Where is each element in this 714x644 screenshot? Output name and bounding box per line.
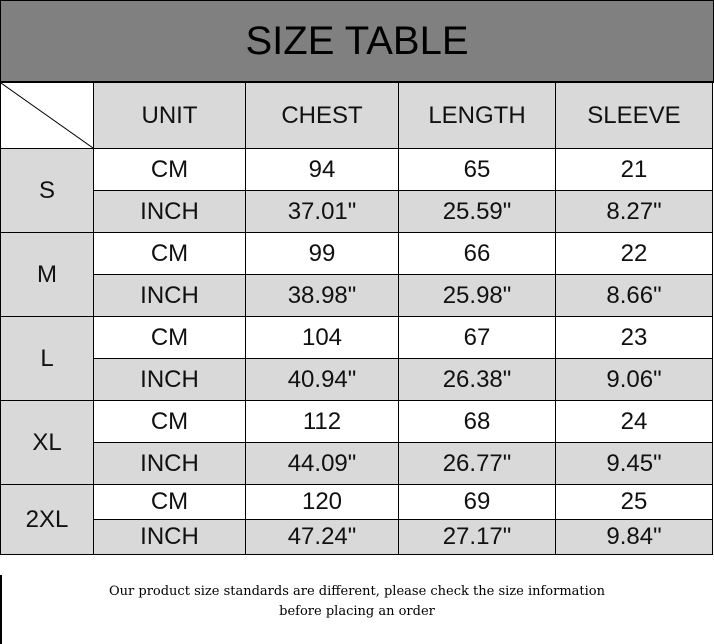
cell-unit: INCH — [93, 190, 246, 233]
cell-unit: INCH — [93, 274, 246, 317]
header-unit: UNIT — [93, 82, 246, 149]
header-length: LENGTH — [398, 82, 556, 149]
table-row: INCH 38.98" 25.98" 8.66" — [1, 274, 713, 317]
header-chest: CHEST — [245, 82, 399, 149]
table-row: INCH 47.24" 27.17" 9.84" — [1, 519, 713, 555]
table-row: XL CM 112 68 24 — [0, 400, 713, 485]
cell-length: 66 — [398, 232, 556, 275]
cell-chest: 94 — [245, 148, 399, 191]
cell-unit: CM — [93, 400, 246, 443]
cell-length: 25.59" — [398, 190, 556, 233]
size-label: 2XL — [0, 484, 94, 555]
table-row: 2XL CM 120 69 25 — [0, 484, 713, 555]
header-row: UNIT CHEST LENGTH SLEEVE — [0, 82, 713, 149]
cell-unit: CM — [93, 484, 246, 520]
cell-sleeve: 8.66" — [555, 274, 713, 317]
corner-cell — [0, 82, 94, 149]
cell-sleeve: 9.45" — [555, 442, 713, 485]
size-label: S — [0, 148, 94, 233]
cell-length: 69 — [398, 484, 556, 520]
table-row: INCH 37.01" 25.59" 8.27" — [1, 190, 713, 233]
cell-chest: 112 — [245, 400, 399, 443]
cell-unit: INCH — [93, 358, 246, 401]
cell-unit: CM — [93, 148, 246, 191]
header-sleeve: SLEEVE — [555, 82, 713, 149]
cell-chest: 44.09" — [245, 442, 399, 485]
cell-sleeve: 24 — [555, 400, 713, 443]
footer-note: Our product size standards are different… — [0, 575, 712, 644]
cell-sleeve: 22 — [555, 232, 713, 275]
cell-length: 27.17" — [398, 519, 556, 555]
table-row: M CM 99 66 22 — [0, 232, 713, 317]
cell-chest: 37.01" — [245, 190, 399, 233]
cell-sleeve: 21 — [555, 148, 713, 191]
cell-length: 68 — [398, 400, 556, 443]
size-table: UNIT CHEST LENGTH SLEEVE S CM 94 65 21 INCH 37… — [0, 82, 713, 555]
table-row: L CM 104 67 23 — [0, 316, 713, 401]
cell-chest: 47.24" — [245, 519, 399, 555]
cell-chest: 99 — [245, 232, 399, 275]
cell-sleeve: 23 — [555, 316, 713, 359]
page-title: SIZE TABLE — [0, 0, 714, 83]
table-row: S CM 94 65 21 — [0, 148, 713, 233]
cell-chest: 40.94" — [245, 358, 399, 401]
cell-length: 26.38" — [398, 358, 556, 401]
cell-length: 26.77" — [398, 442, 556, 485]
size-label: M — [0, 232, 94, 317]
cell-sleeve: 9.84" — [555, 519, 713, 555]
cell-unit: CM — [93, 232, 246, 275]
cell-sleeve: 25 — [555, 484, 713, 520]
table-row: INCH 44.09" 26.77" 9.45" — [1, 442, 713, 485]
cell-length: 67 — [398, 316, 556, 359]
table-row: INCH 40.94" 26.38" 9.06" — [1, 358, 713, 401]
cell-unit: INCH — [93, 442, 246, 485]
cell-length: 65 — [398, 148, 556, 191]
cell-unit: INCH — [93, 519, 246, 555]
size-label: L — [0, 316, 94, 401]
diagonal-line-icon — [1, 83, 93, 148]
cell-chest: 38.98" — [245, 274, 399, 317]
size-label: XL — [0, 400, 94, 485]
cell-length: 25.98" — [398, 274, 556, 317]
footer-line-1: Our product size standards are different… — [109, 584, 605, 599]
cell-chest: 104 — [245, 316, 399, 359]
footer-line-2: before placing an order — [279, 604, 435, 619]
cell-sleeve: 9.06" — [555, 358, 713, 401]
cell-unit: CM — [93, 316, 246, 359]
cell-chest: 120 — [245, 484, 399, 520]
cell-sleeve: 8.27" — [555, 190, 713, 233]
